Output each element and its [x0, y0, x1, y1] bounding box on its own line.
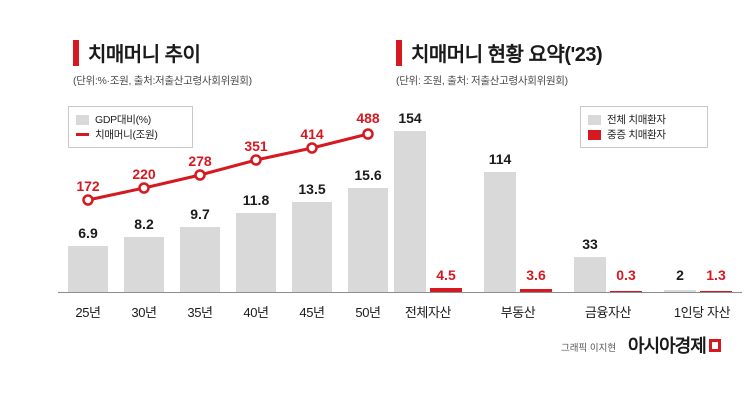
bar-value-real-estate-all: 114 — [488, 151, 512, 167]
line-point-50 — [362, 128, 374, 140]
legend-label-dementia-money: 치매머니(조원) — [95, 129, 158, 141]
right-chart-panel: 치매머니 현황 요약('23) (단위: 조원, 출처: 저출산고령사회위원회)… — [372, 0, 745, 403]
bar-value-gdp-25: 6.9 — [78, 225, 98, 241]
legend-item-dementia-money: 치매머니(조원) — [76, 127, 184, 142]
category-label-50: 50년 — [355, 305, 381, 320]
line-point-30 — [138, 182, 150, 194]
bar-per-capita-all — [664, 290, 696, 292]
bar-value-per-capita-all: 2 — [676, 267, 684, 283]
bar-value-gdp-35: 9.7 — [190, 206, 210, 222]
bar-value-financial-assets-all: 33 — [582, 236, 598, 252]
line-path — [87, 132, 369, 202]
category-label-40: 40년 — [243, 305, 269, 320]
category-label-30: 30년 — [131, 305, 157, 320]
category-label-35: 35년 — [187, 305, 213, 320]
bar-total-assets-severe — [430, 288, 462, 292]
bar-value-total-assets-severe: 4.5 — [436, 267, 456, 283]
category-label-real-estate: 부동산 — [500, 305, 536, 320]
legend-label-gdp: GDP대비(%) — [95, 114, 152, 126]
brand-logo-icon — [708, 338, 721, 352]
legend-label-all-patients: 전체 치매환자 — [607, 114, 666, 126]
line-point-40 — [250, 154, 262, 166]
bar-real-estate-all — [484, 172, 516, 292]
bar-gdp-25 — [68, 246, 108, 292]
left-chart-axis — [58, 292, 398, 293]
bar-gdp-40 — [236, 213, 276, 292]
bar-gdp-50 — [348, 188, 388, 292]
right-chart-axis — [386, 292, 742, 293]
bar-value-gdp-40: 11.8 — [242, 192, 270, 208]
bar-financial-assets-all — [574, 257, 606, 292]
category-label-total-assets: 전체자산 — [404, 305, 452, 320]
left-chart-legend: GDP대비(%) 치매머니(조원) — [68, 106, 193, 148]
line-value-30: 220 — [132, 166, 156, 182]
bar-gdp-45 — [292, 202, 332, 292]
line-value-50: 488 — [356, 110, 380, 126]
legend-item-all-patients: 전체 치매환자 — [588, 112, 699, 127]
left-panel-title: 치매머니 추이 — [88, 44, 201, 66]
bar-gdp-35 — [180, 227, 220, 292]
line-point-45 — [306, 142, 318, 154]
bar-financial-assets-severe — [610, 291, 642, 292]
brand-name: 아시아경제 — [628, 336, 707, 356]
right-chart-legend: 전체 치매환자 중증 치매환자 — [580, 106, 708, 148]
line-point-25 — [82, 194, 94, 206]
category-label-per-capita: 1인당 자산 — [673, 305, 731, 320]
legend-line-swatch-icon — [76, 133, 89, 136]
left-panel-title-row: 치매머니 추이 — [73, 38, 201, 67]
category-label-45: 45년 — [299, 305, 325, 320]
line-point-35 — [194, 169, 206, 181]
right-panel-title: 치매머니 현황 요약('23) — [411, 44, 603, 66]
line-value-45: 414 — [300, 126, 324, 142]
bar-real-estate-severe — [520, 289, 552, 292]
bar-total-assets-all — [394, 131, 426, 292]
title-accent-bar — [396, 39, 402, 66]
bar-value-gdp-30: 8.2 — [134, 216, 154, 232]
bar-value-gdp-45: 13.5 — [298, 181, 326, 197]
legend-label-severe-patients: 중증 치매환자 — [607, 129, 666, 141]
category-label-financial-assets: 금융자산 — [584, 305, 632, 320]
legend-red-swatch-icon — [588, 129, 601, 140]
category-label-25: 25년 — [75, 305, 101, 320]
line-value-40: 351 — [244, 138, 268, 154]
legend-item-severe-patients: 중증 치매환자 — [588, 127, 699, 142]
publisher-brand: 아시아경제 — [628, 332, 721, 358]
left-panel-subtitle: (단위:%·조원, 출처:저출산고령사회위원회) — [73, 75, 252, 87]
title-accent-bar — [73, 39, 79, 66]
left-chart-panel: 치매머니 추이 (단위:%·조원, 출처:저출산고령사회위원회) GDP대비(%… — [0, 0, 398, 403]
dementia-money-line-series — [82, 128, 374, 206]
line-value-25: 172 — [76, 178, 100, 194]
right-panel-title-row: 치매머니 현황 요약('23) — [396, 38, 603, 67]
legend-item-gdp: GDP대비(%) — [76, 112, 184, 127]
bar-per-capita-severe — [700, 291, 732, 292]
line-value-35: 278 — [188, 153, 212, 169]
bar-value-financial-assets-severe: 0.3 — [616, 267, 636, 283]
legend-bar-swatch-icon — [76, 114, 89, 125]
legend-bar-swatch-icon — [588, 114, 601, 125]
bar-value-gdp-50: 15.6 — [354, 167, 382, 183]
designer-credit: 그래픽 이지현 — [561, 343, 617, 354]
bar-value-total-assets-all: 154 — [398, 110, 422, 126]
bar-value-real-estate-severe: 3.6 — [526, 267, 546, 283]
bar-value-per-capita-severe: 1.3 — [706, 267, 726, 283]
bar-gdp-30 — [124, 237, 164, 292]
right-panel-subtitle: (단위: 조원, 출처: 저출산고령사회위원회) — [396, 75, 568, 87]
